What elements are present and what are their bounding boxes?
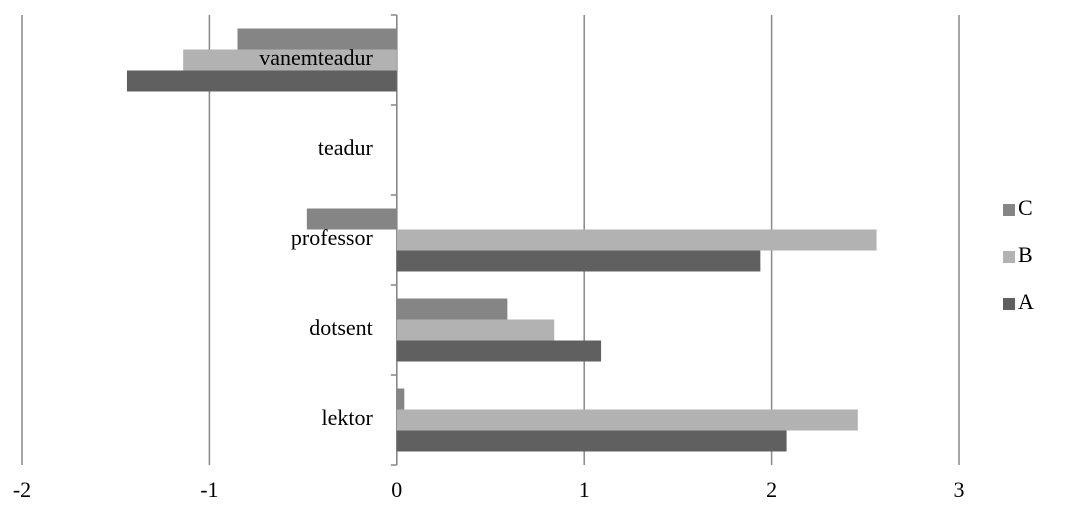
x-tick-label: 0 bbox=[391, 477, 402, 502]
legend-label: B bbox=[1018, 242, 1033, 267]
y-tick-label: teadur bbox=[318, 135, 374, 160]
bar bbox=[396, 430, 787, 452]
bar bbox=[396, 319, 555, 341]
bar bbox=[396, 298, 508, 320]
legend-swatch bbox=[1003, 298, 1015, 310]
bar bbox=[396, 340, 602, 362]
x-tick-label: -1 bbox=[200, 477, 218, 502]
y-tick-label: professor bbox=[291, 225, 374, 250]
legend-swatch bbox=[1003, 251, 1015, 263]
bar bbox=[396, 229, 877, 251]
legend-label: A bbox=[1018, 289, 1034, 314]
bar bbox=[237, 28, 397, 50]
x-tick-label: -2 bbox=[13, 477, 31, 502]
bar bbox=[126, 70, 397, 92]
legend-swatch bbox=[1003, 204, 1015, 216]
x-tick-label: 3 bbox=[954, 477, 965, 502]
x-tick-label: 2 bbox=[766, 477, 777, 502]
bar bbox=[183, 49, 397, 71]
x-tick-label: 1 bbox=[579, 477, 590, 502]
legend-label: C bbox=[1018, 195, 1033, 220]
bar bbox=[396, 250, 761, 272]
bar bbox=[306, 208, 397, 230]
y-tick-label: dotsent bbox=[309, 315, 373, 340]
bar bbox=[396, 409, 858, 431]
y-tick-label: lektor bbox=[321, 405, 373, 430]
y-tick-label: vanemteadur bbox=[259, 45, 373, 70]
bar bbox=[396, 388, 405, 410]
